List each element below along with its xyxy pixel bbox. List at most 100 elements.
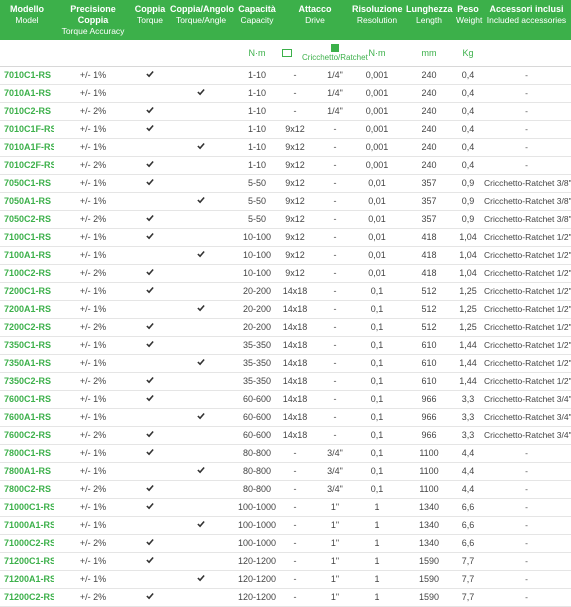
cell-length: 1590 [404,552,454,570]
cell-resolution: 0,1 [350,318,404,336]
cell-angle [168,534,234,552]
cell-length: 1340 [404,498,454,516]
cell-accessories: Cricchetto-Ratchet 3/8" [482,210,571,228]
cell-accuracy: +/- 1% [54,498,132,516]
cell-drive: 9x12- [280,210,350,228]
check-icon [145,395,155,405]
cell-resolution: 1 [350,498,404,516]
cell-angle [168,156,234,174]
cell-capacity: 20-200 [234,318,280,336]
table-row: 7010C1-RS+/- 1%1-10-1/4"0,0012400,4- [0,66,571,84]
cell-angle [168,588,234,606]
cell-accessories: Cricchetto-Ratchet 3/8" [482,192,571,210]
cell-drive: -1" [280,552,350,570]
cell-accessories: Cricchetto-Ratchet 1/2" [482,318,571,336]
check-icon [196,197,206,207]
cell-resolution: 0,1 [350,462,404,480]
cell-drive: -3/4" [280,480,350,498]
cell-length: 1340 [404,516,454,534]
cell-drive: 9x12- [280,138,350,156]
cell-resolution: 0,01 [350,264,404,282]
cell-capacity: 60-600 [234,390,280,408]
table-row: 7200C1-RS+/- 1%20-20014x18-0,15121,25Cri… [0,282,571,300]
cell-torque [132,408,168,426]
cell-model: 7050C1-RS [0,174,54,192]
cell-angle [168,552,234,570]
cell-length: 240 [404,138,454,156]
cell-angle [168,570,234,588]
cell-capacity: 1-10 [234,138,280,156]
cell-accessories: Cricchetto-Ratchet 1/2" [482,372,571,390]
cell-drive: 14x18- [280,426,350,444]
check-icon [145,287,155,297]
cell-accessories: - [482,138,571,156]
cell-resolution: 1 [350,588,404,606]
cell-length: 418 [404,246,454,264]
cell-model: 7010C1-RS [0,66,54,84]
cell-model: 7600C1-RS [0,390,54,408]
cell-resolution: 0,001 [350,156,404,174]
cell-weight: 3,3 [454,426,482,444]
cell-weight: 0,4 [454,138,482,156]
cell-resolution: 0,01 [350,228,404,246]
cell-model: 7100C1-RS [0,228,54,246]
cell-model: 71200C1-RS [0,552,54,570]
table-row: 71000C1-RS+/- 1%100-1000-1"113406,6- [0,498,571,516]
cell-angle [168,282,234,300]
cell-angle [168,120,234,138]
cell-model: 71200C2-RS [0,588,54,606]
cell-accessories: Cricchetto-Ratchet 1/2" [482,336,571,354]
cell-torque [132,102,168,120]
table-row: 7200C2-RS+/- 2%20-20014x18-0,15121,25Cri… [0,318,571,336]
cell-accessories: - [482,462,571,480]
cell-accuracy: +/- 2% [54,210,132,228]
cell-weight: 0,9 [454,174,482,192]
cell-model: 7350C1-RS [0,336,54,354]
table-row: 7800A1-RS+/- 1%80-800-3/4"0,111004,4- [0,462,571,480]
cell-accessories: - [482,534,571,552]
table-row: 7350C1-RS+/- 1%35-35014x18-0,16101,44Cri… [0,336,571,354]
cell-accuracy: +/- 1% [54,552,132,570]
cell-drive: 9x12- [280,264,350,282]
cell-accuracy: +/- 1% [54,138,132,156]
cell-weight: 6,6 [454,516,482,534]
hdr-drive: AttaccoDrive [280,0,350,40]
cell-angle [168,444,234,462]
cell-torque [132,354,168,372]
cell-accessories: Cricchetto-Ratchet 1/2" [482,354,571,372]
cell-angle [168,318,234,336]
cell-capacity: 1-10 [234,102,280,120]
cell-resolution: 0,1 [350,426,404,444]
cell-weight: 1,04 [454,246,482,264]
cell-capacity: 1-10 [234,120,280,138]
check-icon [145,539,155,549]
cell-drive: 9x12- [280,228,350,246]
cell-resolution: 1 [350,516,404,534]
check-icon [145,107,155,117]
cell-accessories: Cricchetto-Ratchet 1/2" [482,228,571,246]
header-row-main: ModelloModel Precisione CoppiaTorque Acc… [0,0,571,40]
cell-accuracy: +/- 2% [54,264,132,282]
cell-weight: 0,4 [454,66,482,84]
cell-drive: -1" [280,570,350,588]
hdr-capacity: CapacitàCapacity [234,0,280,40]
cell-resolution: 0,001 [350,102,404,120]
cell-length: 1100 [404,480,454,498]
cell-torque [132,498,168,516]
cell-model: 7050A1-RS [0,192,54,210]
cell-angle [168,300,234,318]
cell-weight: 4,4 [454,462,482,480]
cell-model: 7350C2-RS [0,372,54,390]
cell-weight: 0,4 [454,120,482,138]
cell-drive: -3/4" [280,444,350,462]
cell-accuracy: +/- 1% [54,246,132,264]
cell-drive: 14x18- [280,282,350,300]
cell-accessories: Cricchetto-Ratchet 1/2" [482,300,571,318]
cell-resolution: 0,001 [350,138,404,156]
check-icon [145,377,155,387]
cell-angle [168,462,234,480]
cell-accuracy: +/- 1% [54,228,132,246]
cell-resolution: 0,1 [350,372,404,390]
cell-length: 610 [404,372,454,390]
cell-model: 71000C1-RS [0,498,54,516]
